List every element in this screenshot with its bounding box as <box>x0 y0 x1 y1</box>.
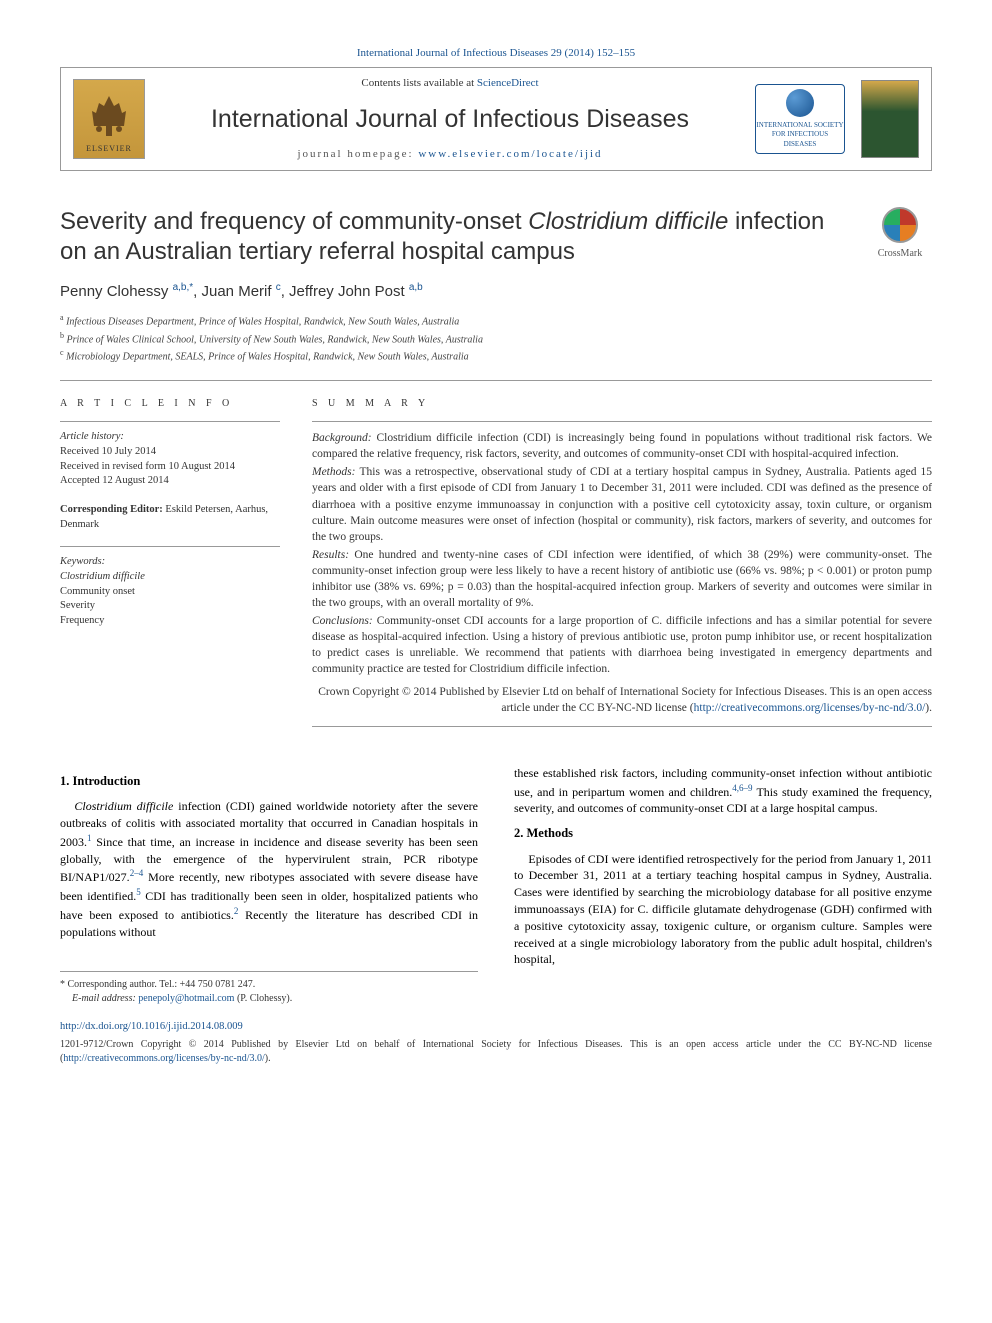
title-part1: Severity and frequency of community-onse… <box>60 208 528 235</box>
keyword-2: Community onset <box>60 585 280 600</box>
methods-paragraph-1: Episodes of CDI were identified retrospe… <box>514 851 932 969</box>
history-revised: Received in revised form 10 August 2014 <box>60 460 280 475</box>
elsevier-tree-icon <box>84 91 134 141</box>
keywords-block: Keywords: Clostridium difficile Communit… <box>60 555 280 628</box>
affil-b: Prince of Wales Clinical School, Univers… <box>67 334 483 345</box>
mth-text: This was a retrospective, observational … <box>312 466 932 542</box>
mth-lead: Methods: <box>312 466 359 478</box>
affil-a: Infectious Diseases Department, Prince o… <box>66 317 459 328</box>
res-text: One hundred and twenty-nine cases of CDI… <box>312 549 932 609</box>
author-2: Juan Merif <box>202 283 272 300</box>
res-lead: Results: <box>312 549 354 561</box>
con-text: Community-onset CDI accounts for a large… <box>312 615 932 675</box>
keywords-label: Keywords: <box>60 555 280 570</box>
homepage-url[interactable]: www.elsevier.com/locate/ijid <box>418 148 602 160</box>
summary-copyright: Crown Copyright © 2014 Published by Else… <box>312 684 932 716</box>
article-title: Severity and frequency of community-onse… <box>60 207 848 267</box>
article-info-heading: A R T I C L E I N F O <box>60 397 280 411</box>
journal-cover-thumbnail[interactable] <box>861 80 919 158</box>
corresponding-editor: Corresponding Editor: Eskild Petersen, A… <box>60 503 280 532</box>
article-history: Article history: Received 10 July 2014 R… <box>60 430 280 489</box>
ref-2-4[interactable]: 2–4 <box>130 868 144 878</box>
history-label: Article history: <box>60 430 280 445</box>
authors-line: Penny Clohessy a,b,*, Juan Merif c, Jeff… <box>60 281 932 302</box>
society-line2: FOR INFECTIOUS DISEASES <box>756 130 844 150</box>
history-received: Received 10 July 2014 <box>60 445 280 460</box>
journal-header-box: ELSEVIER Contents lists available at Sci… <box>60 67 932 171</box>
intro-paragraph-1: Clostridium difficile infection (CDI) ga… <box>60 798 478 940</box>
email-suffix: (P. Clohessy). <box>234 993 292 1004</box>
divider <box>60 380 932 381</box>
intro-heading: 1. Introduction <box>60 773 478 791</box>
body-columns: 1. Introduction Clostridium difficile in… <box>60 765 932 1006</box>
journal-homepage-line: journal homepage: www.elsevier.com/locat… <box>161 147 739 162</box>
author-2-affil[interactable]: c <box>276 282 281 293</box>
footnote-block: * Corresponding author. Tel.: +44 750 07… <box>60 971 478 1006</box>
info-summary-row: A R T I C L E I N F O Article history: R… <box>60 397 932 737</box>
email-label: E-mail address: <box>72 993 138 1004</box>
crossmark-badge[interactable]: CrossMark <box>868 207 932 261</box>
crossmark-icon <box>882 207 918 243</box>
editor-label: Corresponding Editor: <box>60 504 163 515</box>
society-logo[interactable]: INTERNATIONAL SOCIETY FOR INFECTIOUS DIS… <box>755 84 845 154</box>
bottom-copyright: 1201-9712/Crown Copyright © 2014 Publish… <box>60 1038 932 1066</box>
page-container: International Journal of Infectious Dise… <box>0 0 992 1106</box>
elsevier-logo[interactable]: ELSEVIER <box>73 79 145 159</box>
title-italic: Clostridium difficile <box>528 208 728 235</box>
history-accepted: Accepted 12 August 2014 <box>60 474 280 489</box>
society-line1: INTERNATIONAL SOCIETY <box>756 121 843 131</box>
doi-link[interactable]: http://dx.doi.org/10.1016/j.ijid.2014.08… <box>60 1020 932 1035</box>
contents-available-line: Contents lists available at ScienceDirec… <box>161 76 739 91</box>
summary-column: S U M M A R Y Background: Clostridium di… <box>312 397 932 737</box>
author-3-affil[interactable]: a,b <box>409 282 423 293</box>
email-link[interactable]: penepoly@hotmail.com <box>138 993 234 1004</box>
header-center: Contents lists available at ScienceDirec… <box>161 76 739 162</box>
homepage-prefix: journal homepage: <box>297 148 418 160</box>
corresponding-author-note: * Corresponding author. Tel.: +44 750 07… <box>60 978 478 992</box>
contents-prefix: Contents lists available at <box>361 77 476 89</box>
author-1-affil[interactable]: a,b,* <box>173 282 194 293</box>
con-lead: Conclusions: <box>312 615 377 627</box>
bg-text: Clostridium difficile infection (CDI) is… <box>312 432 932 460</box>
affil-c: Microbiology Department, SEALS, Prince o… <box>66 351 469 362</box>
keyword-4: Frequency <box>60 614 280 629</box>
left-column: 1. Introduction Clostridium difficile in… <box>60 765 478 1006</box>
journal-name: International Journal of Infectious Dise… <box>161 102 739 137</box>
license-link[interactable]: http://creativecommons.org/licenses/by-n… <box>694 702 926 714</box>
right-column: these established risk factors, includin… <box>514 765 932 1006</box>
bottom-license-link[interactable]: http://creativecommons.org/licenses/by-n… <box>63 1053 264 1064</box>
elsevier-label: ELSEVIER <box>86 143 132 154</box>
summary-heading: S U M M A R Y <box>312 397 932 411</box>
intro-organism: Clostridium difficile <box>74 799 173 813</box>
keyword-1: Clostridium difficile <box>60 570 280 585</box>
author-1: Penny Clohessy <box>60 283 168 300</box>
journal-reference-link[interactable]: International Journal of Infectious Dise… <box>60 40 932 67</box>
methods-heading: 2. Methods <box>514 825 932 843</box>
globe-icon <box>786 89 814 117</box>
copyright-text2: ). <box>925 702 932 714</box>
crossmark-label: CrossMark <box>878 247 922 261</box>
ref-4-6-9[interactable]: 4,6–9 <box>732 783 752 793</box>
keyword-3: Severity <box>60 599 280 614</box>
bottom-text2: ). <box>265 1053 271 1064</box>
author-3: Jeffrey John Post <box>289 283 405 300</box>
article-info-column: A R T I C L E I N F O Article history: R… <box>60 397 280 737</box>
sciencedirect-link[interactable]: ScienceDirect <box>477 77 539 89</box>
intro-paragraph-2: these established risk factors, includin… <box>514 765 932 817</box>
bg-lead: Background: <box>312 432 377 444</box>
affiliations-block: a Infectious Diseases Department, Prince… <box>60 312 932 364</box>
title-row: Severity and frequency of community-onse… <box>60 207 932 267</box>
